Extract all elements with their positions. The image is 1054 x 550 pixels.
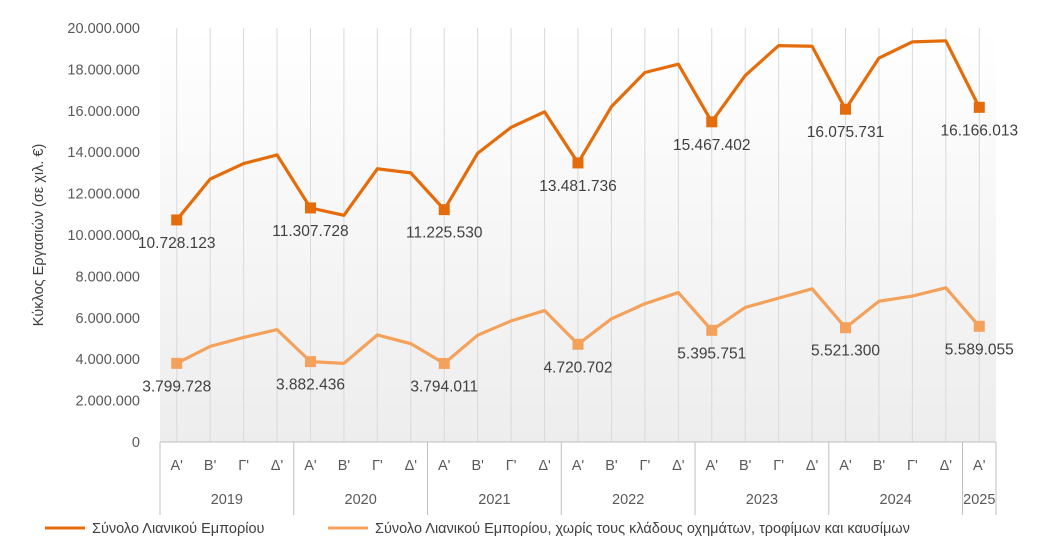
year-label: 2024 [880, 492, 912, 508]
year-label: 2025 [963, 492, 995, 508]
x-tick-label: Δ' [806, 458, 819, 474]
x-tick-label: Β' [204, 458, 217, 474]
data-point-marker [438, 357, 450, 369]
data-point-marker [304, 202, 316, 214]
data-point-marker [840, 322, 852, 334]
x-tick-label: Δ' [940, 458, 953, 474]
series-group [171, 39, 985, 369]
x-tick-label: Α' [438, 458, 451, 474]
x-axis: Α' Β' Γ' Δ' Α' Β' Γ' Δ' Α' Β' Γ' Δ' Α' Β' Γ' Δ' Α' Β' Γ' Δ'… [159, 441, 997, 515]
x-tick-label: Β' [471, 458, 484, 474]
x-tick-label: Γ' [238, 458, 249, 474]
data-label: 16.075.731 [807, 124, 885, 141]
y-tick-label: 0 [132, 435, 140, 451]
legend: Σύνολο Λιανικού Εμπορίου Σύνολο Λιανικού… [45, 521, 910, 537]
y-tick-label: 18.000.000 [67, 62, 140, 78]
data-label: 3.799.728 [142, 378, 211, 395]
x-tick-label: Γ' [907, 458, 918, 474]
data-label: 5.589.055 [945, 341, 1014, 358]
y-tick-label: 2.000.000 [75, 394, 140, 410]
data-point-marker [973, 101, 985, 113]
data-point-marker [171, 214, 183, 226]
y-tick-label: 20.000.000 [67, 21, 140, 37]
data-label: 4.720.702 [544, 359, 613, 376]
year-label: 2021 [478, 492, 510, 508]
data-label: 13.481.736 [539, 178, 617, 195]
x-tick-label: Γ' [639, 458, 650, 474]
data-point-marker [171, 357, 183, 369]
data-point-marker [304, 356, 316, 368]
data-label: 5.395.751 [677, 345, 746, 362]
x-tick-label: Β' [873, 458, 886, 474]
x-tick-label: Α' [572, 458, 585, 474]
data-label: 16.166.013 [940, 122, 1018, 139]
x-tick-label: Α' [170, 458, 183, 474]
y-tick-label: 8.000.000 [75, 269, 140, 285]
year-label: 2020 [345, 492, 377, 508]
data-point-marker [840, 103, 852, 115]
data-point-marker [572, 338, 584, 350]
x-tick-label: Δ' [271, 458, 284, 474]
grid-lines [176, 28, 980, 442]
x-tick-label: Α' [839, 458, 852, 474]
data-point-marker [706, 116, 718, 128]
year-label: 2019 [211, 492, 243, 508]
y-tick-label: 16.000.000 [67, 104, 140, 120]
y-axis-label: Κύκλος Εργασιών (σε χιλ. €) [31, 144, 47, 327]
year-label: 2023 [746, 492, 778, 508]
x-tick-label: Β' [739, 458, 752, 474]
data-point-marker [572, 157, 584, 169]
data-point-marker [973, 320, 985, 332]
year-label: 2022 [612, 492, 644, 508]
y-tick-label: 6.000.000 [75, 311, 140, 327]
x-tick-label: Δ' [538, 458, 551, 474]
x-tick-label: Γ' [773, 458, 784, 474]
x-tick-label: Α' [973, 458, 986, 474]
y-tick-label: 12.000.000 [67, 187, 140, 203]
y-axis: 0 2.000.000 4.000.000 6.000.000 8.000.000 10.… [67, 21, 140, 451]
data-label: 11.225.530 [406, 225, 483, 242]
x-tick-label: Γ' [506, 458, 517, 474]
data-label: 11.307.728 [272, 223, 348, 240]
data-label: 3.882.436 [276, 377, 345, 394]
data-label: 5.521.300 [811, 343, 880, 360]
y-tick-label: 10.000.000 [67, 228, 140, 244]
data-point-marker [438, 204, 450, 216]
x-tick-label: Γ' [372, 458, 383, 474]
x-tick-label: Α' [304, 458, 317, 474]
data-labels: 10.728.123 11.307.728 11.225.530 13.481.736… [138, 122, 1018, 395]
data-label: 15.467.402 [673, 137, 751, 154]
data-label: 3.794.011 [410, 378, 478, 395]
y-tick-label: 4.000.000 [75, 352, 140, 368]
x-tick-label: Α' [706, 458, 719, 474]
data-point-marker [706, 324, 718, 336]
data-label: 10.728.123 [138, 235, 216, 252]
x-tick-label: Β' [605, 458, 618, 474]
x-tick-label: Δ' [405, 458, 418, 474]
x-tick-label: Δ' [672, 458, 685, 474]
x-tick-label: Β' [338, 458, 351, 474]
legend-label-excluding: Σύνολο Λιανικού Εμπορίου, χωρίς τους κλά… [375, 521, 910, 537]
y-tick-label: 14.000.000 [67, 145, 140, 161]
legend-label-total: Σύνολο Λιανικού Εμπορίου [92, 521, 265, 537]
